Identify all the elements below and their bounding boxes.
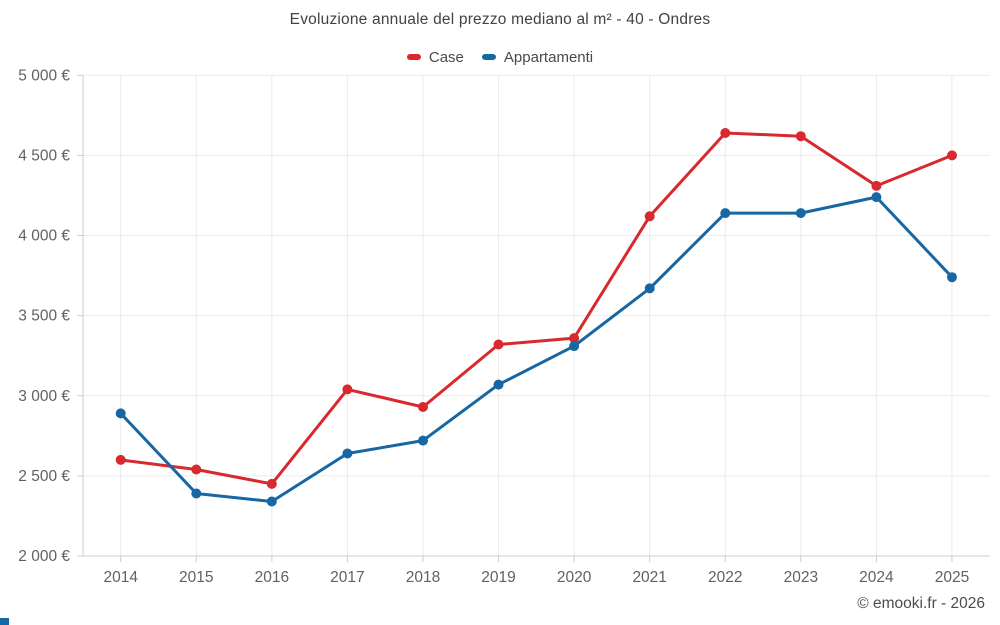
corner-watermark [0, 618, 9, 625]
x-axis-label: 2020 [557, 569, 592, 586]
data-point-appartamenti [644, 283, 655, 294]
appartamenti-swatch-icon [481, 54, 496, 60]
data-point-case [947, 150, 957, 161]
data-point-appartamenti [418, 435, 428, 446]
data-point-case [795, 131, 806, 142]
data-point-appartamenti [947, 272, 957, 283]
y-axis-label: 2 000 € [18, 548, 70, 565]
data-point-appartamenti [871, 192, 882, 203]
data-point-case [720, 128, 731, 138]
data-point-appartamenti [191, 488, 202, 499]
data-point-appartamenti [493, 379, 504, 390]
data-point-case [569, 333, 580, 344]
y-axis-label: 4 000 € [18, 228, 70, 245]
data-point-case [644, 211, 655, 222]
chart-title: Evoluzione annuale del prezzo mediano al… [289, 11, 711, 28]
legend-label-appartamenti: Appartamenti [503, 48, 594, 66]
x-axis-label: 2016 [255, 569, 289, 586]
data-point-case [871, 180, 882, 191]
y-axis-label: 5 000 € [18, 67, 70, 84]
x-axis-label: 2021 [632, 569, 666, 586]
copyright-footer: © emooki.fr - 2026 [857, 595, 985, 612]
y-axis-label: 2 500 € [18, 468, 70, 485]
x-axis-label: 2023 [784, 569, 818, 586]
data-point-appartamenti [342, 448, 353, 459]
data-point-case [418, 402, 428, 412]
y-axis-label: 4 500 € [18, 147, 70, 164]
y-axis-label: 3 500 € [18, 308, 70, 325]
x-axis-label: 2014 [103, 569, 138, 586]
data-point-appartamenti [795, 208, 806, 219]
legend-label-case: Case [428, 48, 464, 66]
x-axis-label: 2025 [935, 569, 969, 586]
chart-legend: Case Appartamenti [0, 47, 1000, 67]
y-axis-label: 3 000 € [18, 388, 70, 405]
data-point-case [493, 339, 504, 350]
x-axis-label: 2022 [708, 569, 742, 586]
x-axis-label: 2019 [481, 569, 515, 586]
data-point-case [266, 478, 277, 489]
series-line-case [119, 131, 954, 486]
series-line-appartamenti [119, 195, 954, 503]
x-axis-label: 2024 [859, 569, 894, 586]
data-point-case [115, 454, 126, 465]
data-point-appartamenti [266, 496, 277, 507]
x-axis-label: 2015 [179, 569, 213, 586]
data-point-appartamenti [720, 208, 731, 219]
data-point-appartamenti [115, 408, 126, 419]
legend-item-case[interactable]: Case [406, 48, 464, 66]
data-point-case [191, 464, 202, 475]
data-point-appartamenti [569, 341, 580, 352]
data-point-case [342, 384, 353, 395]
x-axis-label: 2018 [406, 569, 440, 586]
x-axis-label: 2017 [330, 569, 364, 586]
legend-item-appartamenti[interactable]: Appartamenti [481, 48, 594, 66]
case-swatch-icon [406, 54, 421, 60]
